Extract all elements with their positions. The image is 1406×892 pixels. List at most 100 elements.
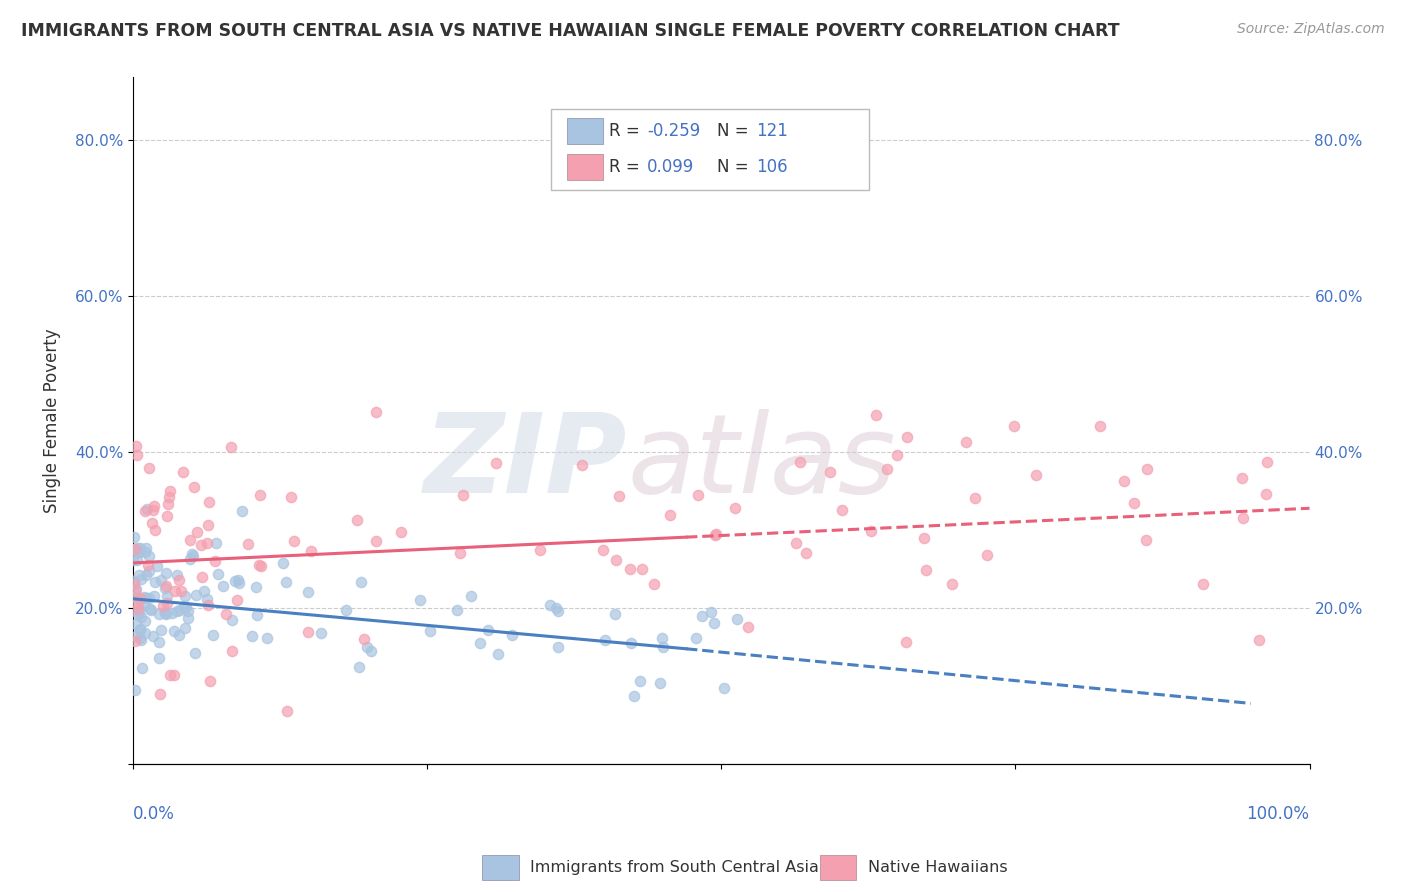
Point bbox=[138, 591, 160, 605]
Point bbox=[124, 583, 146, 598]
Point bbox=[605, 553, 627, 567]
Point bbox=[179, 552, 201, 566]
Point bbox=[831, 502, 853, 516]
Point bbox=[737, 620, 759, 634]
Point bbox=[159, 483, 181, 498]
Point bbox=[148, 607, 170, 621]
Point bbox=[360, 643, 382, 657]
Point bbox=[163, 624, 186, 639]
Point bbox=[149, 623, 172, 637]
Point bbox=[226, 592, 249, 607]
Point bbox=[169, 603, 191, 617]
Point bbox=[129, 623, 152, 637]
Point bbox=[648, 675, 671, 690]
Point bbox=[299, 544, 322, 558]
Point bbox=[152, 599, 174, 613]
Point bbox=[139, 602, 162, 616]
Point bbox=[156, 595, 179, 609]
Point bbox=[247, 558, 270, 572]
Point bbox=[620, 636, 643, 650]
Point bbox=[129, 572, 152, 586]
Point bbox=[221, 613, 243, 627]
Point bbox=[226, 573, 249, 587]
Point bbox=[135, 568, 157, 582]
Point bbox=[124, 541, 146, 556]
Point bbox=[529, 542, 551, 557]
Point bbox=[408, 593, 430, 607]
Point bbox=[724, 500, 747, 515]
Point bbox=[350, 575, 373, 590]
Point bbox=[124, 616, 146, 631]
Point bbox=[1002, 419, 1025, 434]
Point bbox=[155, 566, 177, 580]
Point bbox=[156, 497, 179, 511]
Point bbox=[794, 546, 817, 560]
Point bbox=[623, 689, 645, 703]
Point bbox=[713, 681, 735, 695]
Text: 121: 121 bbox=[756, 122, 789, 140]
Point bbox=[125, 553, 148, 567]
Point bbox=[177, 611, 200, 625]
Point bbox=[703, 615, 725, 630]
Point bbox=[686, 488, 709, 502]
Point bbox=[1114, 474, 1136, 488]
Point bbox=[163, 668, 186, 682]
Point bbox=[204, 554, 226, 568]
Point bbox=[914, 563, 936, 577]
Point bbox=[166, 604, 188, 618]
Point bbox=[818, 465, 841, 479]
Point bbox=[131, 661, 153, 675]
Point bbox=[180, 547, 202, 561]
Point bbox=[134, 625, 156, 640]
Point bbox=[124, 590, 146, 604]
Point bbox=[197, 599, 219, 613]
Point bbox=[157, 490, 180, 504]
Point bbox=[538, 598, 561, 612]
Point bbox=[127, 602, 149, 616]
Point bbox=[195, 536, 218, 550]
Point bbox=[364, 534, 387, 549]
Point bbox=[138, 460, 160, 475]
Text: ZIP: ZIP bbox=[423, 409, 627, 516]
Point bbox=[1123, 495, 1146, 509]
Text: atlas: atlas bbox=[627, 409, 896, 516]
Point bbox=[651, 632, 673, 646]
Point bbox=[129, 624, 152, 638]
Point bbox=[128, 568, 150, 582]
Point bbox=[125, 448, 148, 462]
Text: N =: N = bbox=[717, 122, 754, 140]
Point bbox=[446, 603, 468, 617]
Point bbox=[628, 673, 651, 688]
Point bbox=[1088, 418, 1111, 433]
Point bbox=[186, 588, 208, 602]
Point bbox=[197, 495, 219, 509]
Point bbox=[704, 526, 727, 541]
Point bbox=[124, 577, 146, 591]
Point bbox=[460, 589, 482, 603]
Point bbox=[134, 545, 156, 559]
Point bbox=[138, 564, 160, 578]
Point bbox=[603, 607, 626, 621]
Point bbox=[593, 633, 616, 648]
Point bbox=[128, 600, 150, 615]
Text: 100.0%: 100.0% bbox=[1247, 805, 1309, 823]
Text: R =: R = bbox=[609, 158, 645, 176]
Point bbox=[134, 598, 156, 612]
Point bbox=[1254, 487, 1277, 501]
Point bbox=[955, 434, 977, 449]
Point bbox=[240, 630, 263, 644]
Point bbox=[860, 524, 883, 539]
Text: 106: 106 bbox=[756, 158, 787, 176]
Point bbox=[174, 589, 197, 603]
Point bbox=[501, 628, 523, 642]
Point bbox=[138, 549, 160, 564]
Point bbox=[143, 574, 166, 589]
Point bbox=[181, 549, 204, 563]
Point bbox=[607, 489, 630, 503]
Point bbox=[1232, 511, 1254, 525]
Point bbox=[651, 640, 673, 655]
Point bbox=[1025, 468, 1047, 483]
Point bbox=[128, 631, 150, 645]
Point bbox=[155, 605, 177, 619]
Point bbox=[127, 545, 149, 559]
